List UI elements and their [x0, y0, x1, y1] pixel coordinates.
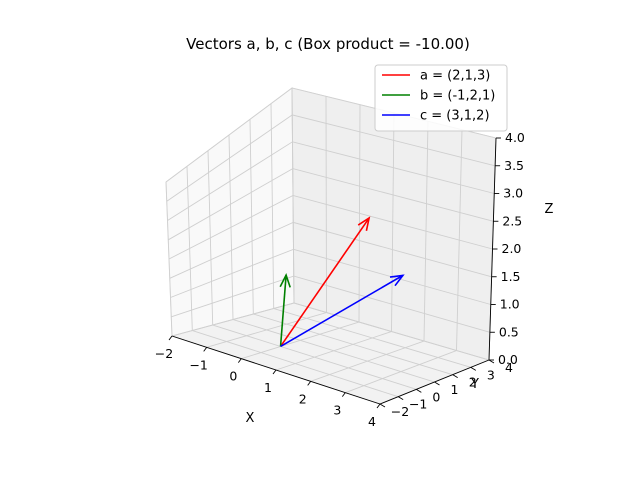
vector-shaft-3 — [280, 274, 404, 348]
z-tick-label: 1.0 — [500, 297, 520, 312]
x-tick-mark — [272, 369, 277, 375]
x-tick-label: 4 — [368, 414, 376, 429]
x-tick-label: 1 — [264, 380, 272, 395]
z-tick-label: 2.5 — [502, 213, 522, 228]
legend-label-3: c = (3,1,2) — [420, 109, 490, 124]
axis-panes — [165, 87, 497, 405]
y-tick-mark — [470, 366, 477, 371]
z-tick-label: 2.0 — [502, 241, 522, 256]
x-tick-label: 2 — [299, 391, 307, 406]
legend: a = (2,1,3) b = (-1,2,1) c = (3,1,2) — [374, 64, 508, 132]
y-axis-label: Y — [470, 377, 479, 392]
grid-line-z — [168, 195, 493, 260]
vector-shaft-2 — [279, 275, 287, 347]
vector-head-1 — [357, 216, 371, 231]
y-tick-label: −2 — [391, 404, 409, 419]
vector-head-3 — [389, 274, 405, 287]
left-pane — [165, 87, 295, 337]
x-tick-mark — [168, 335, 173, 341]
y-tick-label: 3 — [487, 367, 495, 382]
chart-title: Vectors a, b, c (Box product = -10.00) — [186, 35, 470, 53]
grid-line-z — [166, 114, 496, 202]
x-axis-label: X — [246, 411, 255, 426]
grid-line-z — [169, 221, 492, 279]
y-tick-mark — [379, 403, 386, 408]
x-tick-mark — [237, 358, 242, 363]
y-tick-label: 4 — [505, 360, 513, 375]
grid-line-z — [171, 302, 490, 361]
vector-head-2 — [279, 273, 291, 288]
y-tick-label: 0 — [432, 389, 440, 404]
x-tick-label: 0 — [229, 369, 237, 384]
x-tick-mark — [376, 403, 381, 409]
grid-line-z — [167, 141, 495, 221]
x-tick-label: −2 — [155, 346, 173, 361]
x-tick-mark — [307, 381, 312, 386]
z-axis-label: Z — [545, 202, 554, 217]
z-tick-label: 0.0 — [498, 352, 518, 367]
z-tick-label: 0.5 — [499, 324, 519, 339]
grid-line-z — [171, 275, 491, 333]
vector-arrows — [279, 216, 405, 348]
y-tick-label: 1 — [451, 382, 459, 397]
y-tick-mark — [452, 374, 458, 379]
x-tick-label: −1 — [189, 357, 207, 372]
legend-label-1: a = (2,1,3) — [420, 69, 490, 84]
y-tick-mark — [416, 388, 422, 393]
x-tick-mark — [341, 392, 346, 397]
z-tick-label: 3.5 — [504, 158, 524, 173]
y-tick-mark — [397, 396, 404, 401]
z-tick-label: 3.0 — [503, 186, 523, 201]
x-tick-label: 3 — [333, 403, 341, 418]
legend-label-2: b = (-1,2,1) — [420, 89, 495, 104]
grid-line-z — [168, 168, 494, 241]
x-tick-mark — [203, 347, 208, 352]
grid-line-z — [170, 248, 491, 305]
y-tick-mark — [488, 359, 495, 364]
y-tick-label: −1 — [409, 397, 427, 412]
z-tick-label: 4.0 — [505, 130, 525, 145]
vector-shaft-1 — [279, 217, 370, 347]
y-tick-label: 2 — [469, 375, 477, 390]
z-tick-label: 1.5 — [501, 269, 521, 284]
y-tick-mark — [434, 381, 440, 386]
